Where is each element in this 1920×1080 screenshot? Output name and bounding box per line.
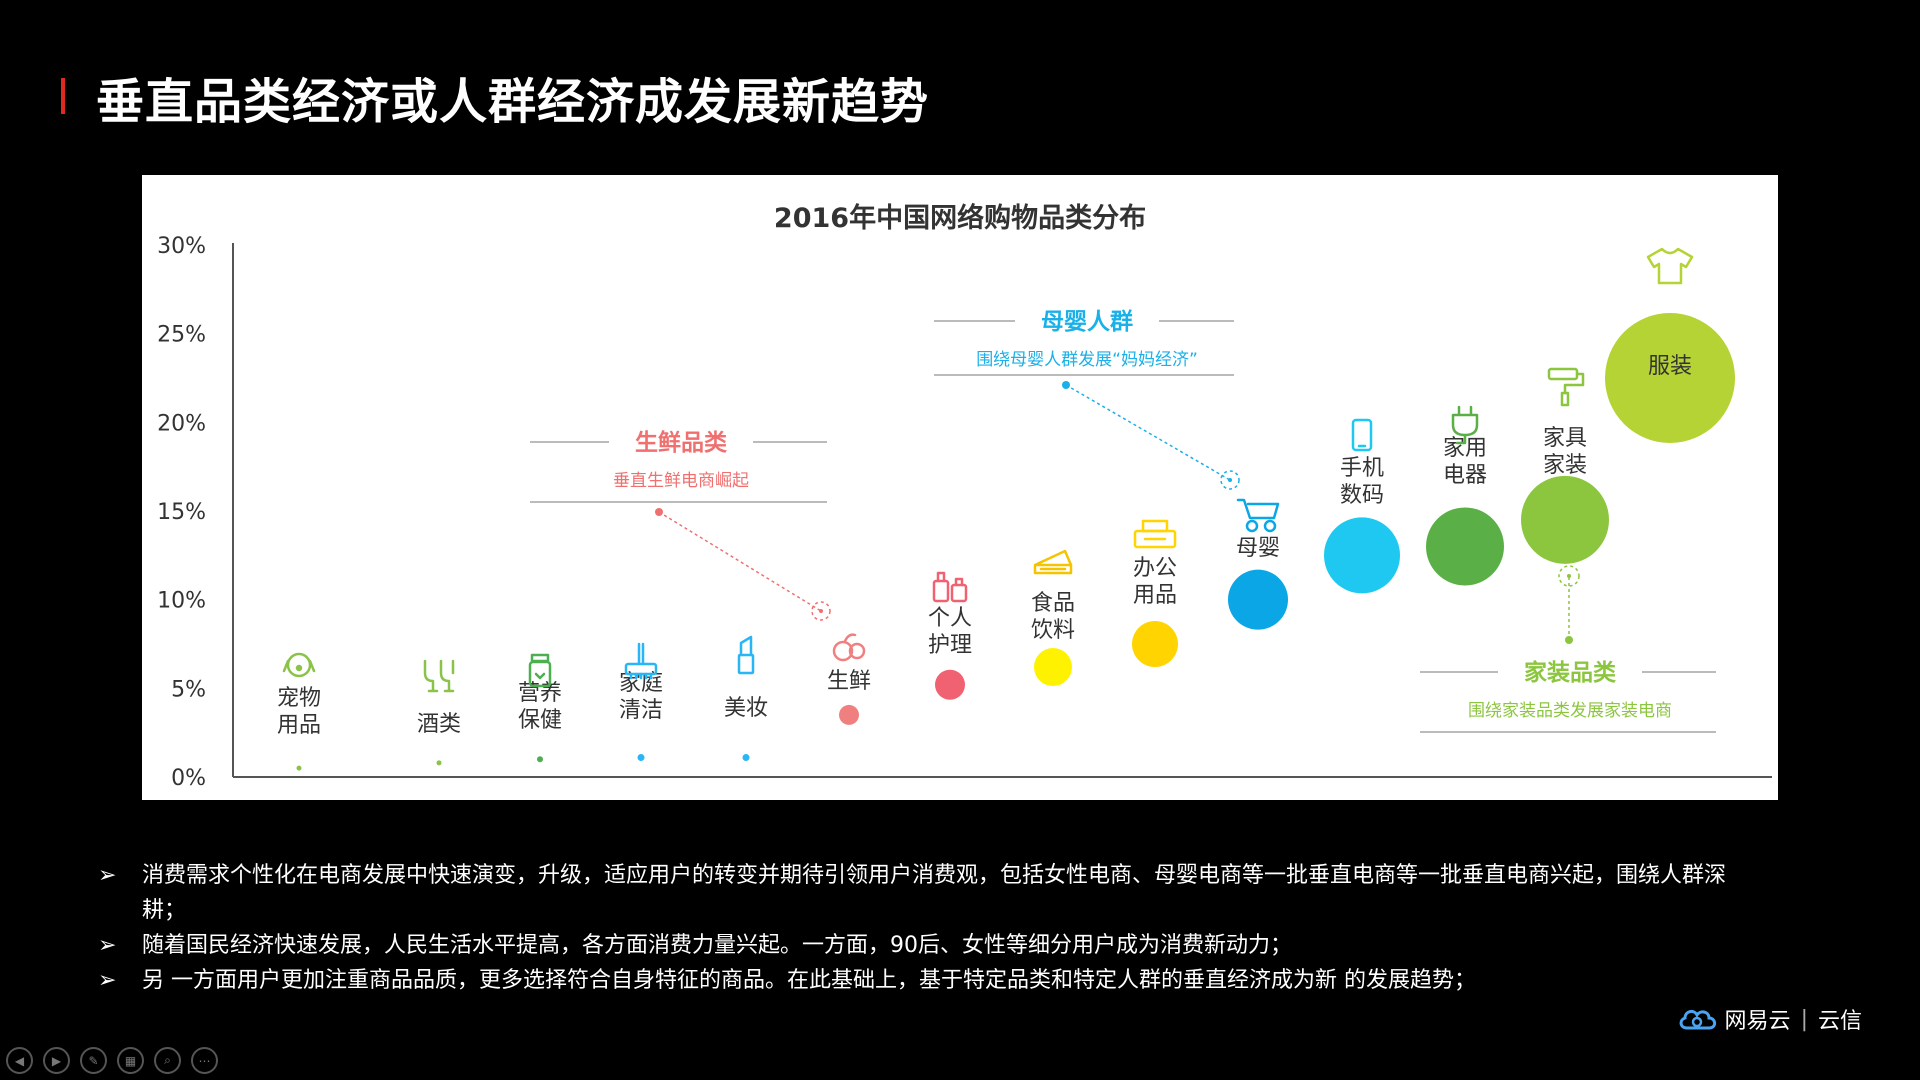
- annotation-subtitle: 围绕家装品类发展家装电商: [1468, 701, 1672, 721]
- prev-slide-button[interactable]: ◀: [6, 1047, 33, 1074]
- annotation-subtitle: 围绕母婴人群发展“妈妈经济”: [976, 350, 1198, 370]
- brand-separator: |: [1800, 1006, 1808, 1032]
- point-label: 营养保健: [518, 681, 562, 733]
- annotation-target-ring: [1558, 565, 1580, 587]
- data-bubble: [1426, 507, 1504, 586]
- data-bubble: [1132, 621, 1178, 667]
- pen-tool-button[interactable]: ✎: [80, 1047, 107, 1074]
- bullet-arrow-icon: ➢: [98, 863, 117, 888]
- zoom-button[interactable]: ⌕: [154, 1047, 181, 1074]
- annotation-subtitle: 垂直生鲜电商崛起: [613, 471, 749, 491]
- baby-stroller-icon: [1236, 498, 1280, 533]
- data-bubble: [935, 669, 965, 700]
- annotation-title: 生鲜品类: [635, 430, 727, 456]
- brand-logo: 网易云 | 云信: [1677, 1003, 1862, 1035]
- annotation-title: 家装品类: [1524, 659, 1616, 686]
- tshirt-icon: [1646, 247, 1694, 285]
- data-bubble: [742, 753, 750, 761]
- data-bubble: [637, 753, 645, 761]
- point-label: 服装: [1648, 354, 1692, 379]
- annotation-target-dot: [1228, 478, 1232, 482]
- data-bubble: [436, 760, 442, 766]
- annotation-target-dot: [1567, 574, 1571, 578]
- annotation-anchor-dot: [1565, 636, 1573, 644]
- point-label: 家庭清洁: [619, 671, 663, 723]
- data-bubble: [537, 756, 543, 763]
- y-tick-label: 15%: [157, 500, 206, 525]
- point-label: 办公用品: [1133, 556, 1177, 608]
- plug-icon: [1451, 405, 1479, 445]
- y-tick-label: 30%: [157, 234, 206, 259]
- annotation-anchor-dot: [1062, 381, 1070, 389]
- data-bubble: [1521, 475, 1609, 564]
- y-tick-label: 10%: [157, 589, 206, 614]
- slide-title: 垂直品类经济或人群经济成发展新趋势: [96, 74, 930, 130]
- fresh-fruit-icon: [832, 633, 866, 662]
- bullet-text: 消费需求个性化在电商发展中快速演变，升级，适应用户的转变并期待引领用户消费观，包…: [142, 863, 1727, 923]
- dog-icon: [282, 652, 316, 678]
- bullet-text: 随着国民经济快速发展，人民生活水平提高，各方面消费力量兴起。一方面，90后、女性…: [142, 933, 1292, 958]
- wine-glass-icon: [423, 659, 455, 693]
- slide-overview-button[interactable]: ▦: [117, 1047, 144, 1074]
- annotation-target-ring: [811, 601, 831, 621]
- annotation-target-dot: [819, 609, 823, 613]
- y-tick-label: 5%: [171, 677, 206, 702]
- brand-name: 网易云: [1724, 1009, 1791, 1034]
- phone-icon: [1351, 418, 1373, 452]
- point-label: 美妆: [724, 696, 768, 721]
- y-tick-label: 20%: [157, 411, 206, 436]
- data-bubble: [839, 704, 859, 725]
- annotation-connector: [658, 511, 822, 612]
- bullet-arrow-icon: ➢: [98, 933, 117, 958]
- point-label: 生鲜: [827, 669, 871, 694]
- annotation-anchor-dot: [655, 508, 663, 516]
- bullet-list: ➢ 消费需求个性化在电商发展中快速演变，升级，适应用户的转变并期待引领用户消费观，…: [98, 858, 1748, 998]
- data-bubble: [1324, 517, 1400, 594]
- point-label: 家用电器: [1443, 436, 1487, 488]
- data-bubble: [1034, 648, 1072, 687]
- bullet-item: ➢ 消费需求个性化在电商发展中快速演变，升级，适应用户的转变并期待引领用户消费观，…: [98, 858, 1748, 928]
- bubble-chart: 2016年中国网络购物品类分布 0% 5% 10% 15% 20% 25% 30% 宠物用品酒类…: [157, 202, 1772, 791]
- y-tick-label: 25%: [157, 323, 206, 348]
- personal-care-icon: [932, 571, 968, 603]
- cleaning-brush-icon: [624, 642, 658, 680]
- cloud-logo-icon: [1679, 1009, 1716, 1030]
- point-label: 食品饮料: [1031, 591, 1075, 643]
- data-bubble: [296, 765, 302, 771]
- data-bubble: [1605, 313, 1735, 443]
- annotation-connector: [1065, 384, 1231, 481]
- chart-panel: 2016年中国网络购物品类分布 0% 5% 10% 15% 20% 25% 30% 宠物用品酒类…: [142, 175, 1778, 800]
- bullet-item: ➢ 另 一方面用户更加注重商品品质，更多选择符合自身特征的商品。在此基础上，基于特…: [98, 963, 1748, 998]
- point-label: 母婴: [1236, 536, 1280, 561]
- data-bubble: [1228, 569, 1288, 630]
- annotation-title: 母婴人群: [1041, 308, 1133, 335]
- bullet-text: 另 一方面用户更加注重商品品质，更多选择符合自身特征的商品。在此基础上，基于特定…: [142, 968, 1476, 993]
- point-label: 个人护理: [928, 606, 972, 658]
- point-label: 宠物用品: [277, 686, 321, 738]
- bullet-item: ➢ 随着国民经济快速发展，人民生活水平提高，各方面消费力量兴起。一方面，90后、女…: [98, 928, 1748, 963]
- annotation-target-ring: [1220, 470, 1240, 490]
- title-accent-bar: [61, 78, 65, 114]
- chart-title: 2016年中国网络购物品类分布: [774, 202, 1146, 234]
- y-tick-label: 0%: [171, 766, 206, 791]
- bullet-arrow-icon: ➢: [98, 968, 117, 993]
- cake-icon: [1033, 549, 1073, 575]
- point-label: 家具家装: [1543, 426, 1587, 478]
- more-options-button[interactable]: ⋯: [191, 1047, 218, 1074]
- paint-roller-icon: [1547, 367, 1585, 407]
- lipstick-icon: [737, 635, 755, 675]
- next-slide-button[interactable]: ▶: [43, 1047, 70, 1074]
- supplement-jar-icon: [528, 653, 552, 688]
- point-label: 手机数码: [1340, 456, 1384, 508]
- slideshow-controls: ◀ ▶ ✎ ▦ ⌕ ⋯: [6, 1047, 218, 1074]
- point-label: 酒类: [417, 712, 461, 737]
- brand-product: 云信: [1817, 1009, 1862, 1034]
- printer-icon: [1133, 519, 1177, 549]
